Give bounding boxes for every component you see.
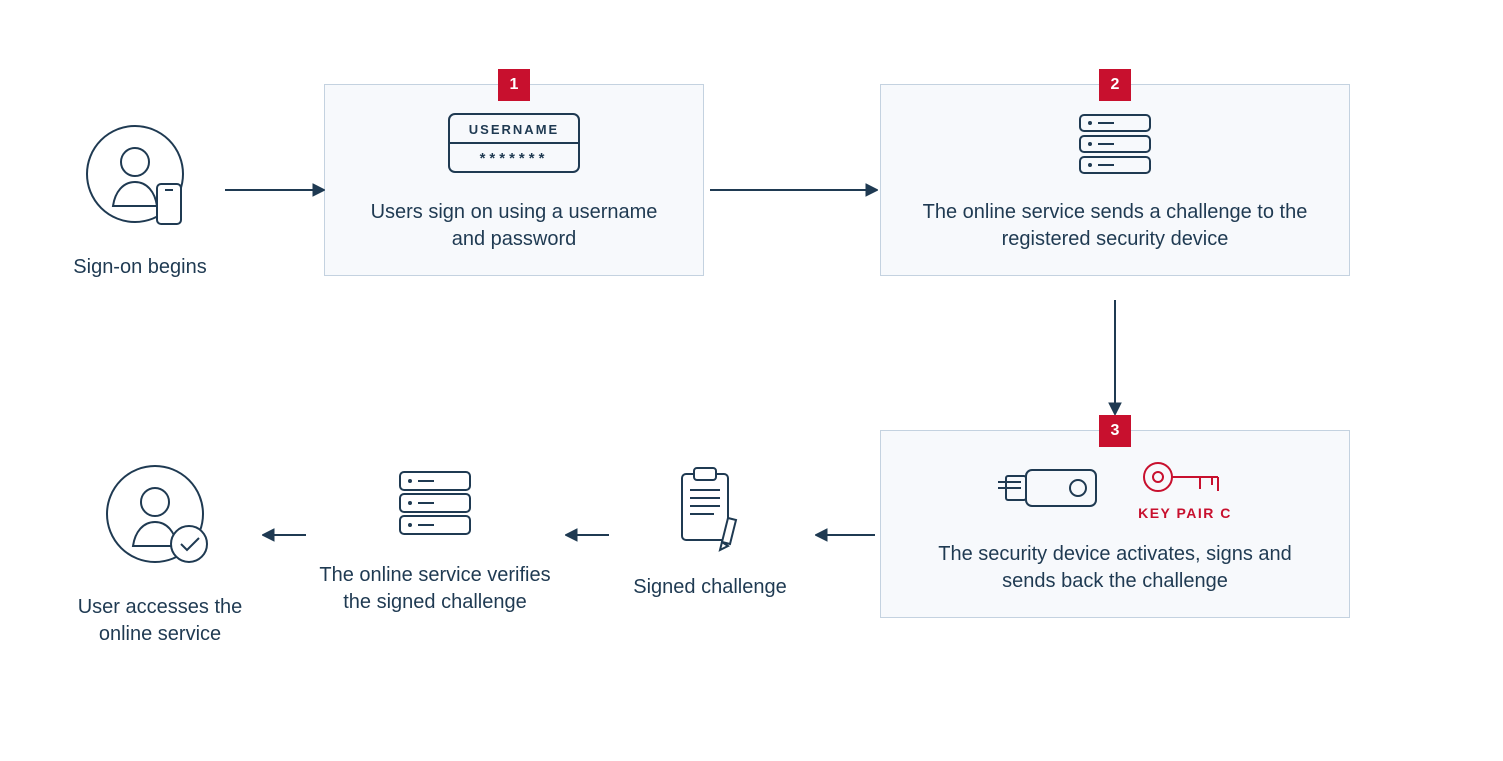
server-verify-icon — [310, 440, 560, 550]
node-step3: 3 KEY PAIR C The security device activat… — [880, 430, 1350, 618]
access-label: User accesses the online service — [60, 594, 260, 648]
user-check-icon — [60, 440, 260, 582]
svg-text:USERNAME: USERNAME — [469, 122, 559, 137]
badge-2: 2 — [1099, 69, 1131, 101]
key-pair-label: KEY PAIR C — [1138, 505, 1232, 521]
badge-3: 3 — [1099, 415, 1131, 447]
svg-text:*******: ******* — [480, 150, 549, 167]
arrow-start-step1 — [225, 182, 325, 198]
arrow-step1-step2 — [710, 182, 878, 198]
badge-1: 1 — [498, 69, 530, 101]
signed-label: Signed challenge — [610, 574, 810, 601]
node-verify: The online service verifies the signed c… — [310, 440, 560, 616]
clipboard-icon — [610, 440, 810, 562]
node-step1: 1 USERNAME ******* Users sign on using a… — [324, 84, 704, 276]
node-step2: 2 The online service sends a challenge t… — [880, 84, 1350, 276]
user-phone-icon — [60, 100, 220, 242]
node-start: Sign-on begins — [60, 100, 220, 281]
arrow-step2-step3 — [1107, 300, 1123, 415]
step2-label: The online service sends a challenge to … — [881, 199, 1349, 275]
start-label: Sign-on begins — [60, 254, 220, 281]
arrow-verify-access — [262, 527, 306, 543]
arrow-step3-signed — [815, 527, 875, 543]
verify-label: The online service verifies the signed c… — [310, 562, 560, 616]
node-access: User accesses the online service — [60, 440, 260, 648]
step1-label: Users sign on using a username and passw… — [325, 199, 703, 275]
step3-label: The security device activates, signs and… — [881, 541, 1349, 617]
arrow-signed-verify — [565, 527, 609, 543]
node-signed: Signed challenge — [610, 440, 810, 601]
